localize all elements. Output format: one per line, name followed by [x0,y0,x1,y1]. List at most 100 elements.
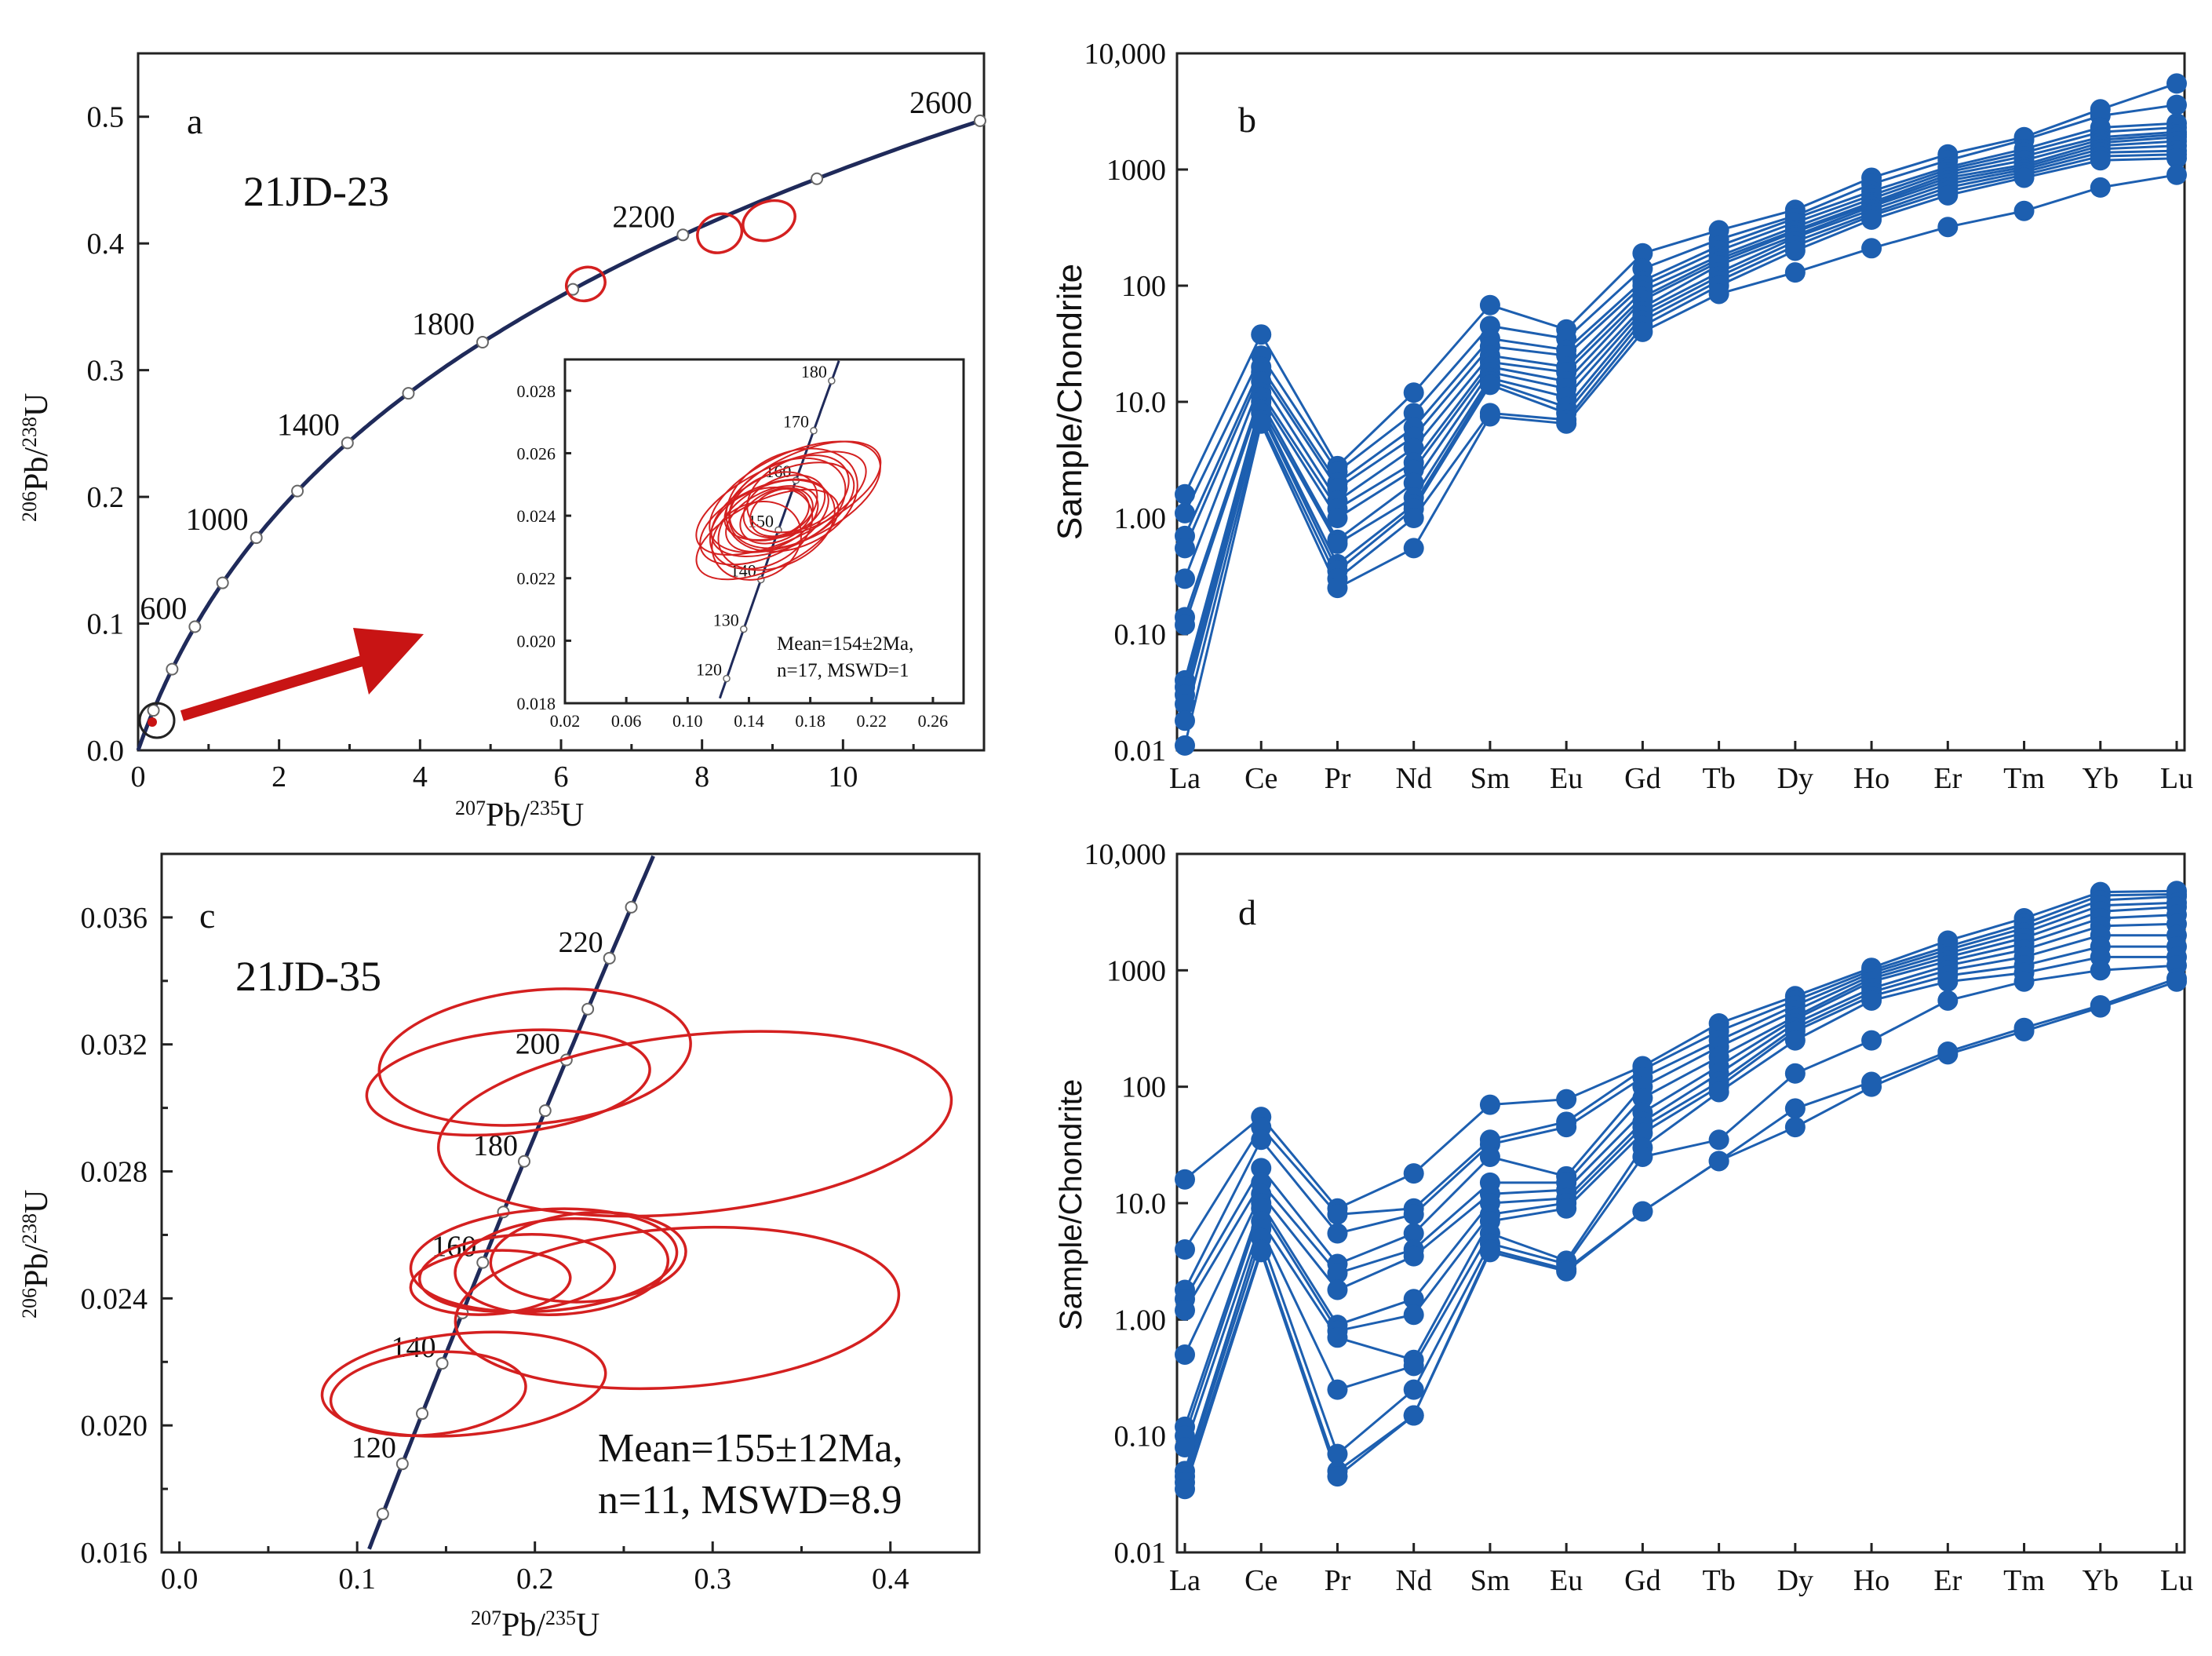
y-tick-label: 0.01 [1114,1537,1167,1570]
concordia-age-marker [518,1154,531,1168]
data-point [1556,413,1577,434]
panel-c-ellipses [320,987,953,1438]
x-tick-label-Ce: Ce [1244,1564,1277,1597]
y-tick-label: 1.00 [1114,1304,1167,1337]
error-ellipse [329,1350,527,1437]
data-point [1251,1158,1272,1179]
inset-age-label: 180 [801,362,827,381]
panel-a-concordia-curve: 600 1000 1400 1800 2200 2600 [136,85,986,751]
data-point [1175,735,1195,756]
data-point [1861,1076,1882,1097]
inset-error-ellipse [711,501,803,581]
data-point [1556,1260,1577,1282]
data-point [1175,1344,1195,1365]
panel-c-sample-label: 21JD-35 [235,953,381,1000]
y-tick-label: 0.3 [87,355,125,388]
inset-axis-ticks: 0.02 0.06 0.10 0.14 0.18 0.22 0.26 0.018 0.020 0.… [517,381,949,731]
x-tick-label-Yb: Yb [2083,762,2119,795]
inset-x-tick-label: 0.06 [611,711,642,731]
concordia-age-label: 1800 [412,306,475,341]
data-point [1784,262,1806,283]
data-point [1708,1129,1729,1151]
panel-c-x-axis-label: 207Pb/235U [471,1607,599,1643]
x-tick-label: 0.2 [516,1563,554,1596]
data-point [1175,1479,1195,1500]
concordia-line [136,119,981,751]
concordia-age-label: 1400 [277,407,340,442]
inset-error-ellipse [709,440,881,553]
data-point [1175,1437,1195,1458]
series-line [1183,82,2177,495]
x-tick-label-Pr: Pr [1325,762,1351,795]
inset-x-tick-label: 0.02 [550,711,581,731]
y-tick-label: 1000 [1106,154,1166,187]
data-point [1327,1279,1348,1300]
x-tick-label-Dy: Dy [1777,762,1813,795]
y-tick-label: 0.032 [81,1029,148,1062]
inset-ellipses [695,440,882,581]
inset-error-ellipse [725,447,858,553]
concordia-age-label: 220 [559,926,603,959]
data-point [1175,1239,1195,1260]
data-point [1175,615,1195,636]
y-tick-label: 0.2 [87,481,125,514]
data-point [1403,403,1424,424]
inset-y-tick-label: 0.018 [517,694,556,713]
data-point [1784,1063,1806,1084]
data-point [2013,1020,2035,1041]
inset-error-ellipse [717,479,836,571]
series-line [1183,173,2177,746]
series-line [1183,945,2177,1448]
series-line [1183,922,2177,1428]
error-ellipse [489,1210,687,1304]
y-tick-label: 0.01 [1114,735,1167,768]
x-tick-label-Lu: Lu [2160,1564,2193,1597]
data-point [1403,437,1424,458]
concordia-age-label: 600 [140,591,187,626]
error-ellipse [409,1207,679,1314]
y-tick-label: 100 [1121,270,1166,303]
data-point [1327,533,1348,554]
data-point [1708,1082,1729,1103]
concordia-age-label: 1000 [186,502,249,537]
inset-age-label: 130 [713,611,739,630]
panel-d-y-axis-label: Sample/Chondrite [1054,1079,1088,1330]
series-line [1183,901,2177,1300]
concordia-age-label: 2600 [909,85,972,120]
x-tick-label-Tm: Tm [2003,762,2045,795]
data-point [1403,1223,1424,1244]
data-point [1937,184,1959,206]
data-point [1175,1300,1195,1321]
series-line [1183,895,2177,1291]
y-tick-label: 0.5 [87,101,125,134]
x-tick-label-Gd: Gd [1624,762,1660,795]
data-point [1479,406,1500,427]
data-point [2166,971,2187,992]
series-line [1183,149,2177,695]
panel-b-axis-ticks: 0.01 0.10 1.00 10.0 100 1000 10,000 La Ce Pr Nd Sm E… [1084,38,2194,795]
panel-c-axis-ticks: 0.0 0.1 0.2 0.3 0.4 0.016 0.020 0.024 0.028 0.032… [81,902,981,1596]
data-point [1175,483,1195,505]
y-tick-label: 1000 [1106,954,1166,987]
data-point [2090,177,2111,198]
panel-b-label: b [1238,100,1256,140]
x-tick-label-Er: Er [1933,762,1962,795]
panel-b-y-axis-label: Sample/Chondrite [1051,264,1089,540]
data-point [1403,1163,1424,1184]
error-ellipse [320,1330,607,1438]
data-point [2166,164,2187,185]
inset-error-ellipse [739,487,814,545]
x-tick-label: 0 [131,761,146,793]
inset-age-label: 170 [783,412,809,432]
y-tick-label: 10.0 [1114,1187,1167,1220]
data-point [1556,1117,1577,1138]
data-point [1251,324,1272,345]
y-tick-label: 100 [1121,1071,1166,1104]
data-point [1403,472,1424,494]
inset-y-tick-label: 0.020 [517,631,556,651]
data-point [1327,1223,1348,1244]
data-point [1861,1030,1882,1051]
panel-b-series [1175,73,2187,756]
series-line [1183,104,2177,514]
x-tick-label-Yb: Yb [2083,1564,2119,1597]
